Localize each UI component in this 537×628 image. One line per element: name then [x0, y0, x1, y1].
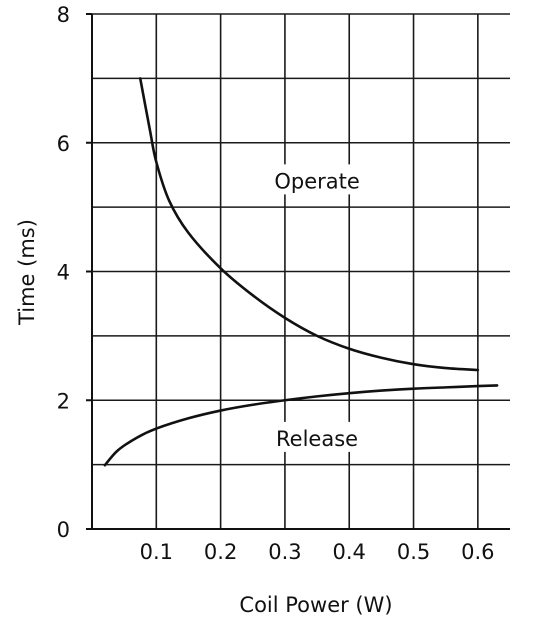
- y-axis-title: Time (ms): [15, 219, 39, 326]
- series-label-release: Release: [265, 421, 370, 452]
- series-annotations: Operate Release: [265, 164, 370, 452]
- series-label-background: [265, 164, 370, 195]
- x-tick-label: 0.2: [204, 540, 237, 564]
- x-tick-label: 0.5: [397, 540, 430, 564]
- series-lines: [103, 77, 499, 467]
- x-tick-labels: 0.1 0.2 0.3 0.4 0.5 0.6: [140, 540, 495, 564]
- series-label-text: Release: [276, 427, 358, 451]
- y-tick-labels: 0 2 4 6 8: [57, 3, 92, 542]
- series-label-background: [265, 421, 370, 452]
- x-tick-label: 0.1: [140, 540, 173, 564]
- y-tick-label: 8: [57, 3, 70, 27]
- series-line-operate: [138, 77, 480, 372]
- y-tick-label: 2: [57, 389, 70, 413]
- x-tick-label: 0.4: [333, 540, 366, 564]
- x-tick-label: 0.3: [268, 540, 301, 564]
- y-tick-label: 0: [57, 518, 70, 542]
- series-label-operate: Operate: [265, 164, 370, 195]
- y-tick-label: 6: [57, 132, 70, 156]
- series-label-text: Operate: [274, 169, 359, 193]
- grid: [92, 13, 510, 529]
- series-line-release: [103, 384, 499, 467]
- x-axis-title: Coil Power (W): [239, 593, 392, 617]
- y-tick-label: 4: [57, 261, 70, 285]
- x-tick-label: 0.6: [461, 540, 494, 564]
